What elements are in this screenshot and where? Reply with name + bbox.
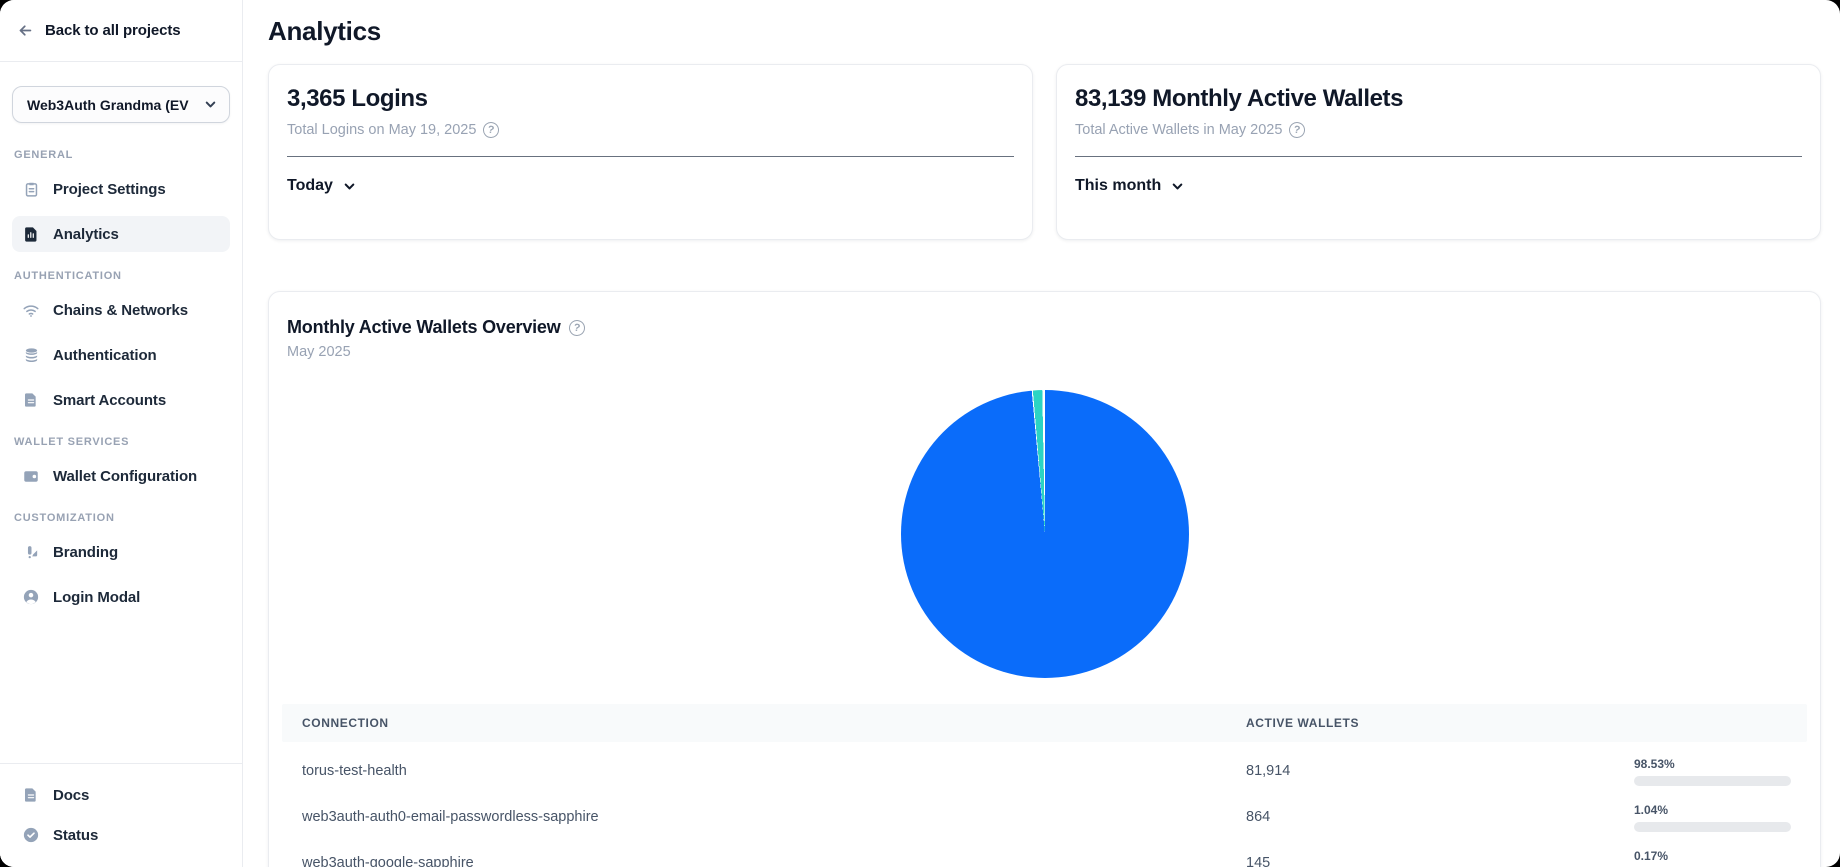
connection-name: web3auth-auth0-email-passwordless-sapphi…: [302, 809, 599, 825]
sidebar-item-login-modal[interactable]: Login Modal: [12, 579, 230, 615]
table-row: torus-test-health 81,914 98.53%: [282, 748, 1807, 794]
active-wallets-subtitle: Total Active Wallets in May 2025: [1075, 122, 1283, 138]
project-selector[interactable]: Web3Auth Grandma (EV: [12, 86, 230, 123]
sidebar-item-label: Branding: [53, 543, 119, 561]
logins-range-dropdown[interactable]: Today: [287, 177, 356, 195]
sidebar-item-label: Analytics: [53, 225, 119, 243]
column-header-active-wallets: ACTIVE WALLETS: [1246, 716, 1360, 730]
sidebar-item-label: Authentication: [53, 346, 157, 364]
sidebar-item-label: Docs: [53, 786, 90, 804]
file-icon: [22, 786, 40, 804]
back-to-projects-label: Back to all projects: [45, 22, 181, 39]
page-title: Analytics: [268, 16, 381, 46]
file-icon: [22, 391, 40, 409]
share-cell: 98.53%: [1634, 757, 1807, 786]
sidebar-footer: Docs Status: [0, 763, 242, 867]
brush-icon: [22, 543, 40, 561]
chevron-down-icon: [204, 98, 217, 111]
active-wallets-range-dropdown[interactable]: This month: [1075, 177, 1184, 195]
sidebar-item-label: Login Modal: [53, 588, 141, 606]
user-icon: [22, 588, 40, 606]
share-percent-label: 1.04%: [1634, 802, 1669, 817]
sidebar-item-label: Status: [53, 826, 99, 844]
share-bar-track: [1634, 821, 1791, 832]
share-bar-track: [1634, 775, 1791, 786]
active-wallets-count: 864: [1246, 809, 1271, 825]
active-wallets-pie-chart: [900, 390, 1189, 678]
sidebar-item-analytics[interactable]: Analytics: [12, 216, 230, 252]
active-wallets-count: 145: [1246, 855, 1271, 867]
sidebar-item-project-settings[interactable]: Project Settings: [12, 171, 230, 207]
sidebar: Back to all projects Web3Auth Grandma (E…: [0, 0, 243, 867]
main-content: Analytics 3,365 Logins Total Logins on M…: [243, 0, 1840, 867]
wallets-overview-card: Monthly Active Wallets Overview ? May 20…: [268, 291, 1821, 867]
sidebar-nav: GENERAL Project Settings Analytics AUTHENTI…: [12, 149, 230, 615]
connection-name: torus-test-health: [302, 763, 407, 779]
clipboard-icon: [22, 180, 40, 198]
sidebar-item-smart-accounts[interactable]: Smart Accounts: [12, 382, 230, 418]
back-to-projects-button[interactable]: Back to all projects: [0, 0, 242, 62]
sidebar-item-label: Project Settings: [53, 180, 166, 198]
wifi-icon: [22, 301, 40, 319]
active-wallets-range-value: This month: [1075, 177, 1162, 194]
sidebar-item-label: Wallet Configuration: [53, 467, 198, 485]
logins-subtitle: Total Logins on May 19, 2025: [287, 122, 477, 138]
chevron-down-icon: [1171, 180, 1184, 193]
overview-subtitle: May 2025: [287, 344, 351, 360]
analytics-icon: [22, 225, 40, 243]
sidebar-item-branding[interactable]: Branding: [12, 534, 230, 570]
overview-title: Monthly Active Wallets Overview: [287, 317, 561, 337]
project-selector-value: Web3Auth Grandma (EV: [27, 96, 189, 113]
help-icon[interactable]: ?: [1288, 120, 1307, 140]
connection-name: web3auth-google-sapphire: [302, 855, 474, 867]
stat-cards-row: 3,365 Logins Total Logins on May 19, 202…: [268, 64, 1821, 240]
section-label-authentication: AUTHENTICATION: [14, 270, 122, 282]
sidebar-item-chains-networks[interactable]: Chains & Networks: [12, 292, 230, 328]
logins-value: 3,365 Logins: [287, 85, 428, 112]
stat-divider: [1075, 156, 1802, 157]
section-label-general: GENERAL: [14, 149, 74, 161]
column-header-connection: CONNECTION: [302, 716, 389, 730]
back-arrow-icon: [17, 22, 34, 39]
connections-table: CONNECTION ACTIVE WALLETS torus-test-hea…: [282, 704, 1807, 867]
table-row: web3auth-google-sapphire 145 0.17%: [282, 840, 1807, 867]
section-label-customization: CUSTOMIZATION: [14, 512, 115, 524]
share-cell: 0.17%: [1634, 849, 1807, 867]
database-icon: [22, 346, 40, 364]
sidebar-item-wallet-configuration[interactable]: Wallet Configuration: [12, 458, 230, 494]
check-icon: [22, 826, 40, 844]
active-wallets-stat-card: 83,139 Monthly Active Wallets Total Acti…: [1056, 64, 1821, 240]
share-percent-label: 98.53%: [1634, 756, 1675, 771]
table-row: web3auth-auth0-email-passwordless-sapphi…: [282, 794, 1807, 840]
wallet-icon: [22, 467, 40, 485]
help-icon[interactable]: ?: [567, 318, 586, 337]
logins-stat-card: 3,365 Logins Total Logins on May 19, 202…: [268, 64, 1033, 240]
active-wallets-count: 81,914: [1246, 763, 1291, 779]
chevron-down-icon: [343, 180, 356, 193]
sidebar-item-authentication[interactable]: Authentication: [12, 337, 230, 373]
sidebar-item-label: Smart Accounts: [53, 391, 167, 409]
logins-range-value: Today: [287, 177, 333, 194]
sidebar-item-docs[interactable]: Docs: [12, 777, 230, 813]
help-icon[interactable]: ?: [482, 120, 501, 140]
sidebar-body: Web3Auth Grandma (EV GENERAL Project Sett…: [0, 62, 242, 615]
share-cell: 1.04%: [1634, 803, 1807, 832]
share-percent-label: 0.17%: [1634, 848, 1669, 863]
sidebar-item-label: Chains & Networks: [53, 301, 188, 319]
sidebar-item-status[interactable]: Status: [12, 817, 230, 853]
active-wallets-value: 83,139 Monthly Active Wallets: [1075, 85, 1404, 112]
stat-divider: [287, 156, 1014, 157]
table-header-row: CONNECTION ACTIVE WALLETS: [282, 704, 1807, 742]
section-label-wallet-services: WALLET SERVICES: [14, 436, 130, 448]
